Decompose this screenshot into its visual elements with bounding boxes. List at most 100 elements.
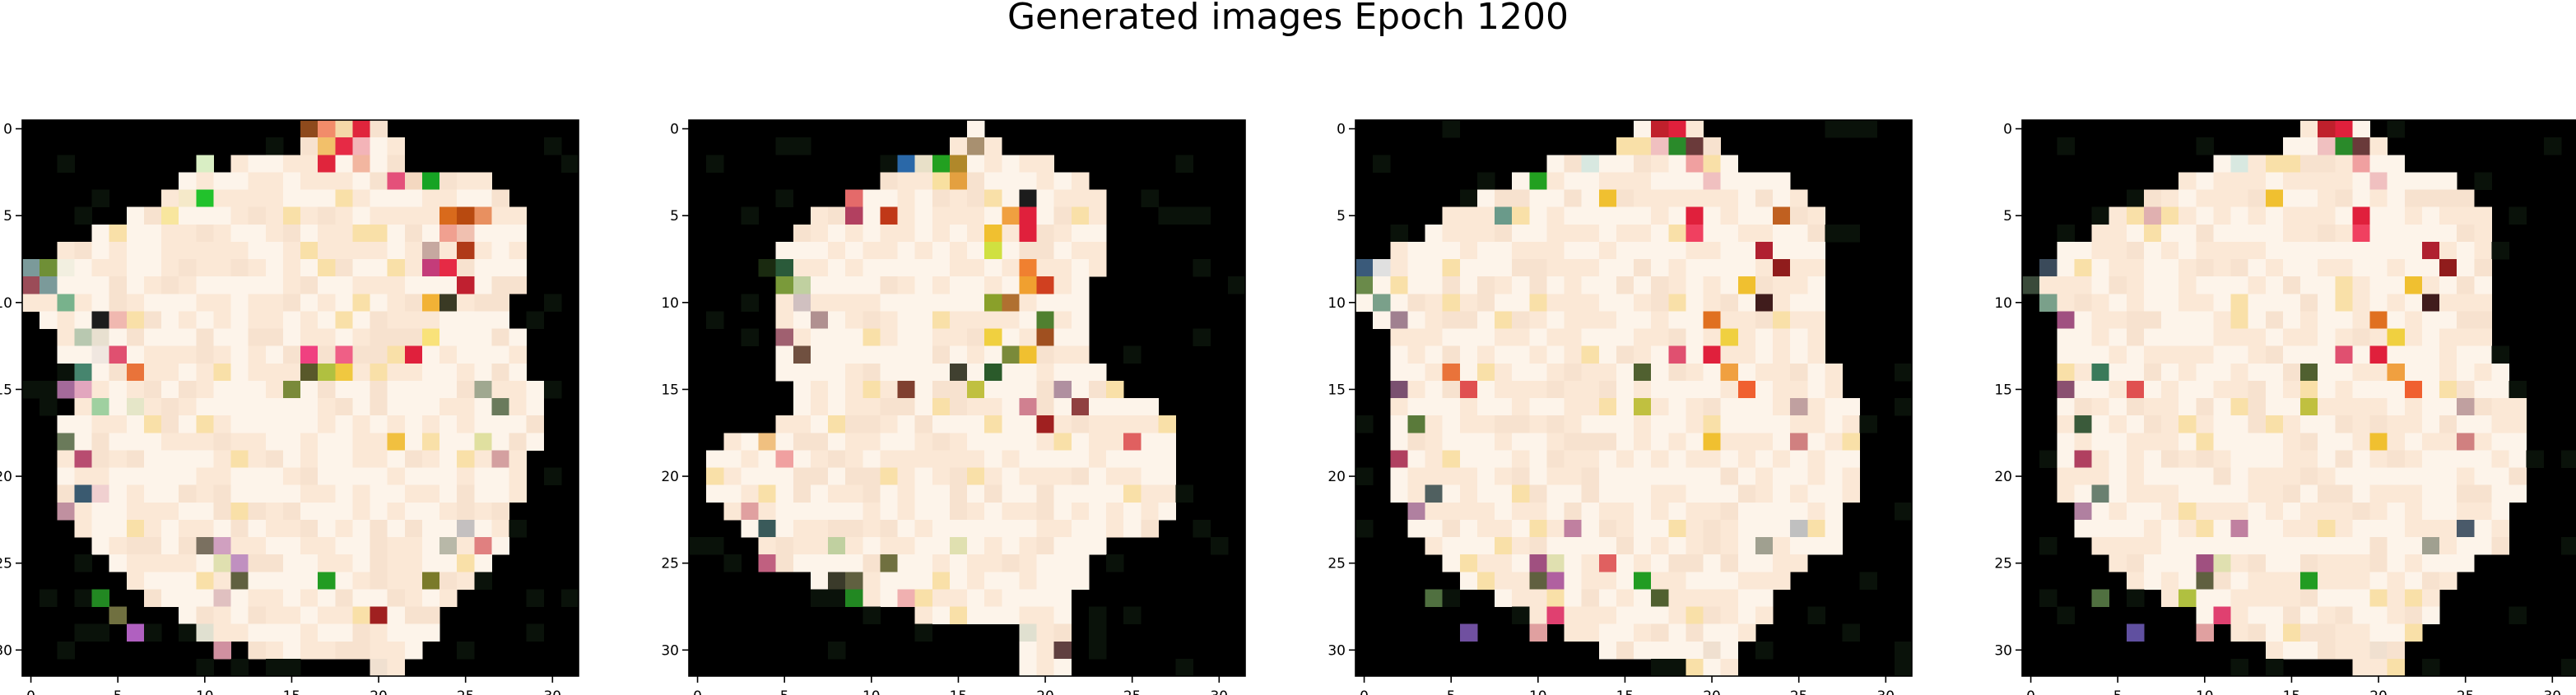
image-pixel (404, 276, 423, 294)
image-pixel (2300, 172, 2318, 190)
image-pixel (474, 311, 492, 329)
image-pixel (1407, 311, 1425, 329)
image-pixel (1668, 241, 1686, 260)
image-pixel (126, 363, 145, 382)
image-pixel (282, 380, 301, 399)
image-pixel (2109, 328, 2127, 347)
image-pixel (2509, 450, 2527, 468)
image-pixel (352, 467, 370, 486)
image-pixel (2404, 241, 2423, 260)
image-pixel (1141, 450, 1159, 468)
image-pixel (1088, 606, 1107, 625)
image-pixel (1668, 363, 1686, 382)
image-pixel (265, 415, 284, 433)
image-pixel (932, 155, 951, 173)
image-pixel (1894, 658, 1913, 677)
image-pixel (2421, 415, 2440, 433)
image-pixel (1773, 345, 1791, 364)
image-pixel (1053, 328, 1072, 347)
image-pixel (880, 433, 898, 451)
image-pixel (213, 363, 231, 382)
image-pixel (1002, 276, 1020, 294)
image-pixel (1123, 433, 1142, 451)
image-pixel (2318, 519, 2336, 538)
image-pixel (1390, 224, 1408, 243)
image-pixel (318, 224, 336, 243)
image-pixel (863, 276, 881, 294)
image-pixel (1686, 276, 1704, 294)
image-pixel (914, 363, 933, 382)
image-pixel (845, 398, 863, 416)
image-pixel (1425, 433, 1444, 451)
image-pixel (74, 467, 92, 486)
image-pixel (1634, 519, 1652, 538)
image-pixel (1634, 137, 1652, 155)
image-pixel (828, 589, 846, 607)
image-pixel (1355, 276, 1374, 294)
image-pixel (387, 137, 406, 155)
x-tick-label: 30 (1210, 688, 1228, 695)
image-pixel (352, 189, 370, 208)
image-pixel (439, 259, 458, 277)
image-pixel (2282, 537, 2301, 555)
image-pixels (689, 120, 1246, 677)
image-pixel (1703, 380, 1722, 399)
image-pixel (143, 241, 162, 260)
image-pixel (1616, 415, 1634, 433)
image-pixel (1842, 484, 1861, 503)
image-pixel (863, 224, 881, 243)
x-tick-label: 0 (26, 688, 35, 695)
image-pixel (282, 155, 301, 173)
image-pixel (2318, 241, 2336, 260)
image-pixel (74, 398, 92, 416)
image-pixel (1564, 537, 1583, 555)
image-pixel (1053, 415, 1072, 433)
image-pixel (1227, 276, 1246, 294)
image-pixel (2300, 467, 2318, 486)
image-pixel (457, 502, 475, 521)
image-pixel (1495, 450, 1513, 468)
image-pixel (421, 345, 440, 364)
image-pixel (1651, 224, 1669, 243)
image-pixel (967, 345, 985, 364)
image-pixel (1755, 189, 1774, 208)
image-pixel (1019, 572, 1037, 590)
image-pixel (897, 363, 916, 382)
image-pixel (143, 467, 162, 486)
image-pixel (2474, 206, 2492, 225)
image-pixel (1668, 294, 1686, 312)
image-pixel (1158, 433, 1176, 451)
image-pixel (74, 259, 92, 277)
image-pixel (109, 398, 128, 416)
image-pixel (248, 467, 267, 486)
image-pixel (1529, 572, 1547, 590)
image-pixel (2057, 137, 2075, 155)
image-pixel (2196, 484, 2214, 503)
image-pixel (2352, 363, 2370, 382)
image-pixel (474, 398, 492, 416)
image-pixel (179, 537, 197, 555)
image-pixel (2387, 398, 2406, 416)
image-pixel (370, 224, 388, 243)
y-tick-label: 0 (2003, 122, 2012, 138)
image-pixel (2387, 572, 2406, 590)
image-pixel (2248, 415, 2267, 433)
image-pixel (74, 589, 92, 607)
image-pixel (932, 467, 951, 486)
image-pixel (282, 172, 301, 190)
image-pixel (949, 415, 968, 433)
image-pixel (457, 572, 475, 590)
image-pixel (2352, 224, 2370, 243)
image-pixel (457, 345, 475, 364)
image-pixel (509, 206, 528, 225)
y-tick-label: 30 (1328, 642, 1346, 659)
image-pixel (1790, 241, 1808, 260)
image-pixel (1720, 155, 1739, 173)
image-pixel (2196, 137, 2214, 155)
image-pixel (2126, 484, 2145, 503)
image-pixel (1529, 276, 1547, 294)
figure-title: Generated images Epoch 1200 (1007, 0, 1569, 38)
image-pixel (2109, 554, 2127, 572)
image-pixel (1495, 433, 1513, 451)
image-pixel (758, 502, 777, 521)
